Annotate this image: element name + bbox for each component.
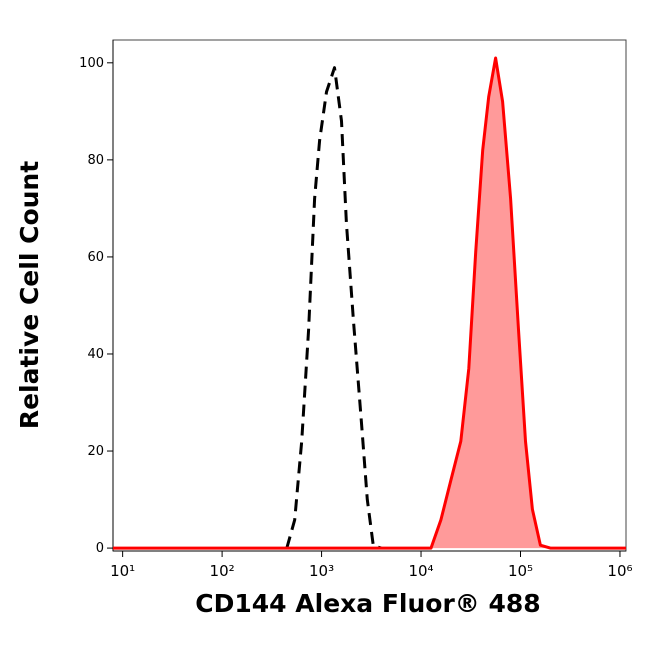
histogram-line: [113, 56, 626, 550]
x-tick-label: 10⁴: [408, 562, 433, 580]
x-tick-label: 10³: [309, 562, 334, 580]
x-axis-title: CD144 Alexa Fluor® 488: [195, 589, 540, 618]
y-tick-label: 80: [87, 153, 104, 168]
x-tick-label: 10²: [210, 562, 235, 580]
y-tick-label: 20: [87, 444, 104, 459]
y-tick-label: 0: [96, 541, 104, 556]
histogram-line: [285, 66, 382, 550]
histogram-area: [113, 58, 626, 549]
y-tick-label: 100: [79, 56, 104, 71]
x-tick-label: 10¹: [110, 562, 135, 580]
y-axis-title: Relative Cell Count: [15, 161, 44, 429]
plot-frame: [112, 39, 627, 552]
y-tick-label: 60: [87, 250, 104, 265]
y-tick-label: 40: [87, 347, 104, 362]
x-tick-label: 10⁵: [508, 562, 533, 580]
x-tick-label: 10⁶: [607, 562, 632, 580]
